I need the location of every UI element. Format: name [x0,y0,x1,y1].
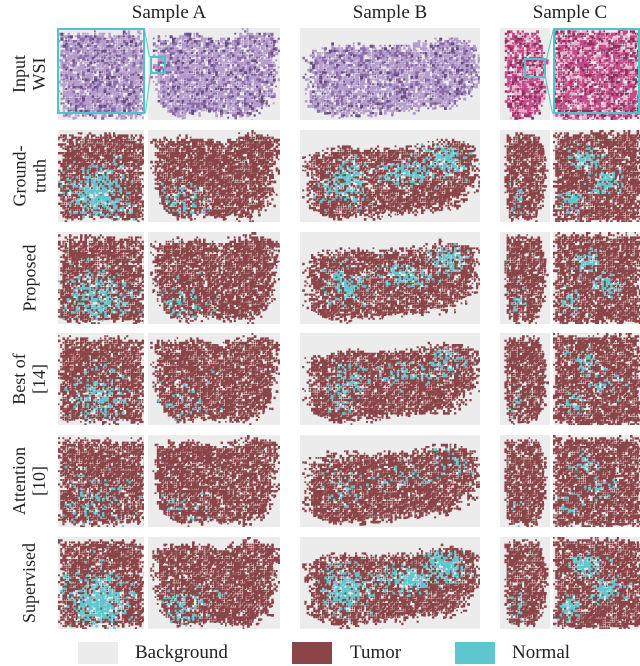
legend-label-normal: Normal [512,642,571,663]
row-label-ground-truth-text: Ground- truth [9,145,49,207]
legend-swatch-tumor [292,642,332,664]
row-label-proposed: Proposed [0,232,58,324]
tile-best-b [300,333,480,425]
row-label-supervised-text: Supervised [19,543,39,623]
tile-attention-c2 [553,435,640,527]
tile-proposed-b [300,232,480,324]
zoom-frame-sample-a-small [150,56,166,74]
tile-wsi-c2 [553,28,640,120]
row-label-input-wsi-text: Input WSI [9,55,49,93]
tile-supervised-a1 [58,537,144,629]
tile-gt-a1 [58,130,144,222]
column-header-sample-a: Sample A [131,2,207,23]
row-label-attention-10: Attention [10] [0,435,58,527]
tile-wsi-a2 [148,28,280,120]
tile-wsi-a1 [58,28,144,120]
legend-label-background: Background [135,642,228,663]
column-header-sample-c: Sample C [532,2,608,23]
row-label-best-of-14: Best of [14] [0,333,58,425]
tile-attention-a1 [58,435,144,527]
tile-attention-c1 [500,435,550,527]
tile-best-c1 [500,333,550,425]
tile-proposed-a2 [148,232,280,324]
row-label-proposed-text: Proposed [19,244,39,312]
column-header-sample-b: Sample B [352,2,428,23]
row-label-ground-truth: Ground- truth [0,130,58,222]
tile-proposed-c1 [500,232,550,324]
tile-supervised-b [300,537,480,629]
legend-swatch-background [78,642,118,664]
row-label-supervised: Supervised [0,537,58,629]
tile-supervised-a2 [148,537,280,629]
tile-attention-a2 [148,435,280,527]
legend: Background Tumor Normal [0,640,640,666]
zoom-frame-sample-c-large [553,28,640,114]
tile-proposed-a1 [58,232,144,324]
tile-proposed-c2 [553,232,640,324]
tile-gt-c1 [500,130,550,222]
tile-gt-c2 [553,130,640,222]
tile-gt-b [300,130,480,222]
row-label-input-wsi: Input WSI [0,28,58,120]
tile-gt-a2 [148,130,280,222]
legend-swatch-normal [455,642,495,664]
tile-supervised-c1 [500,537,550,629]
zoom-frame-sample-a-large [57,28,145,114]
tile-supervised-c2 [553,537,640,629]
tile-wsi-c1 [500,28,550,120]
zoom-frame-sample-c-small [524,58,546,78]
row-label-attention-10-text: Attention [10] [9,447,49,515]
tile-best-a2 [148,333,280,425]
tile-best-c2 [553,333,640,425]
row-label-best-of-14-text: Best of [14] [9,353,49,405]
legend-label-tumor: Tumor [350,642,402,663]
tile-wsi-b [300,28,480,120]
tile-attention-b [300,435,480,527]
tile-best-a1 [58,333,144,425]
